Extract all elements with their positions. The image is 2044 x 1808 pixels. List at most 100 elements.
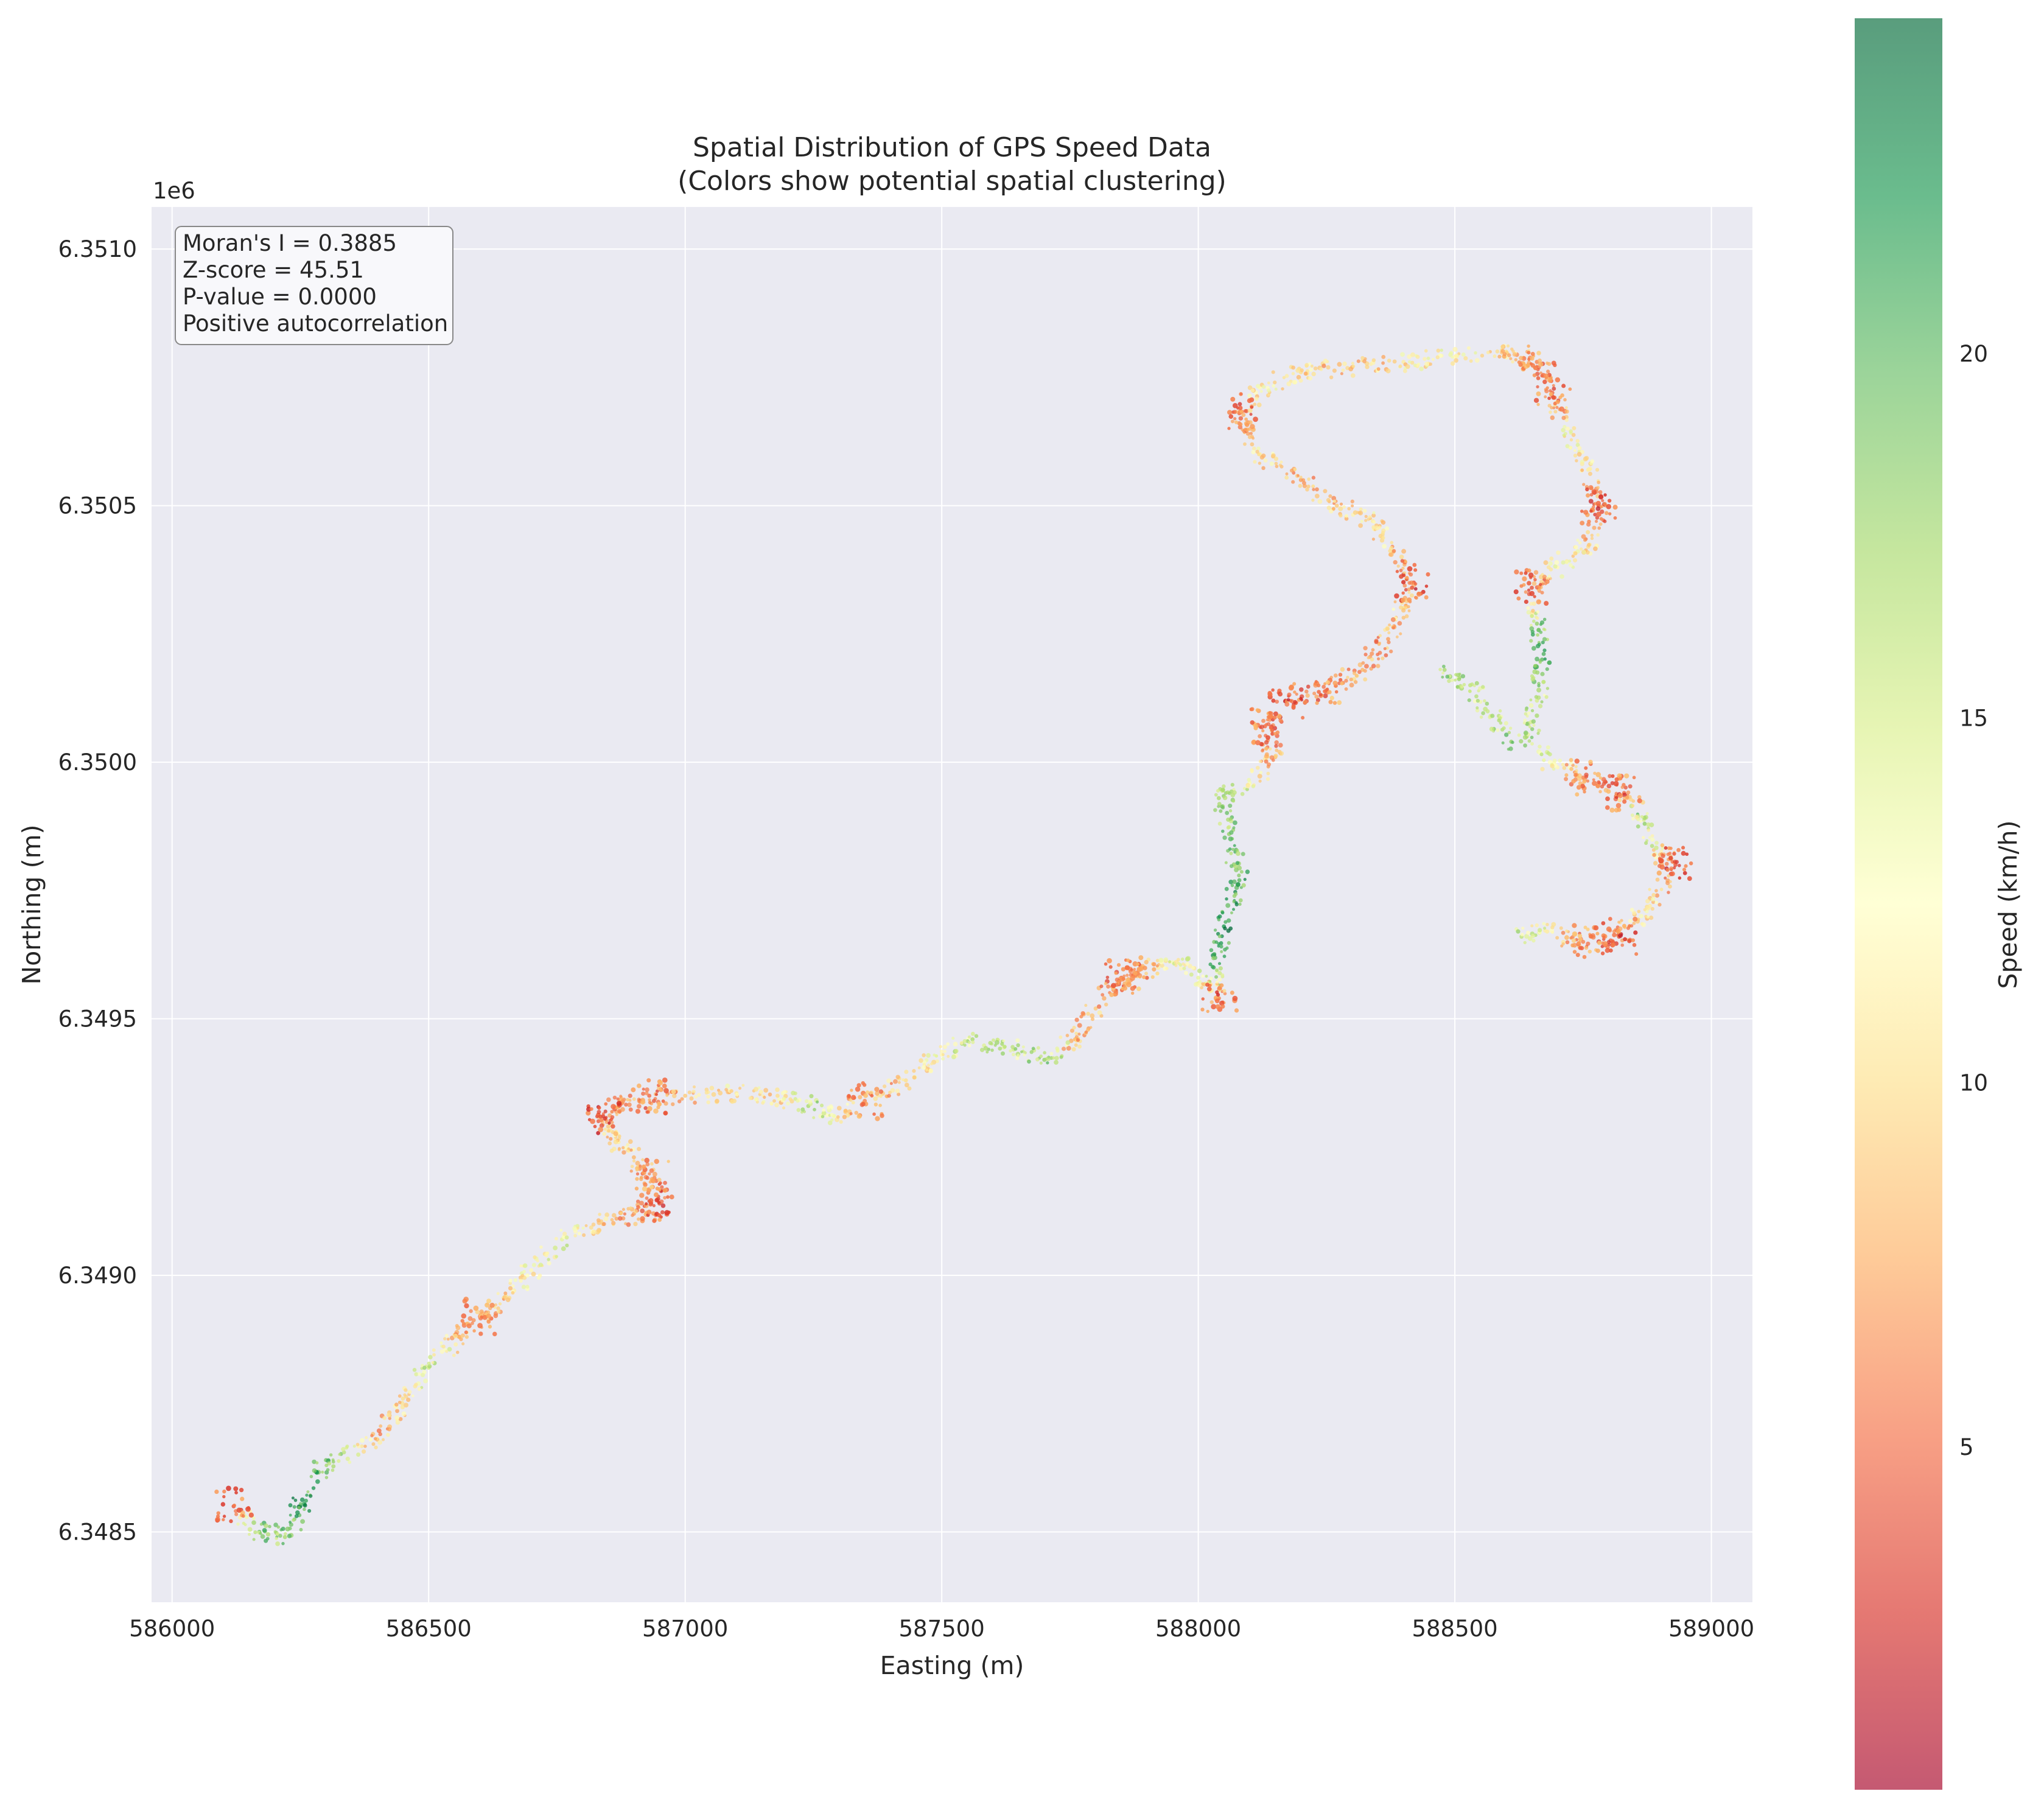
gps-point [1537,928,1542,933]
gps-point [825,1113,830,1118]
gps-point [606,1135,609,1139]
gps-point [598,1114,603,1119]
gps-point [1500,345,1505,349]
gps-point [1526,930,1530,935]
gps-point [599,1118,604,1123]
gps-point [1219,983,1224,987]
gps-point [1233,820,1237,825]
gps-point [655,1093,658,1096]
gps-point [1519,584,1524,588]
gps-point [1407,587,1411,592]
gps-point [1395,570,1399,573]
gps-point [1588,485,1594,490]
gps-point [813,1107,816,1112]
gps-point [660,1210,665,1214]
gps-point [584,1224,588,1227]
gps-point [1359,507,1363,511]
gps-point [636,1205,640,1209]
gps-point [444,1334,449,1338]
gps-point [1528,703,1534,708]
gps-point [1537,642,1541,646]
gps-point [598,1127,604,1132]
gps-point [1206,986,1212,992]
gps-point [1084,1030,1088,1034]
gps-point [464,1303,469,1309]
gps-point [1480,354,1485,358]
gps-point [1651,897,1656,902]
stats-p-value: P-value = 0.0000 [183,284,377,310]
gps-point [657,1102,662,1107]
gps-point [1524,590,1528,594]
gps-point [1332,701,1337,705]
gps-point [1267,692,1273,697]
gps-point [1364,514,1368,519]
gps-point [1267,762,1272,767]
gps-point [998,1046,1003,1051]
gps-point [804,1099,809,1104]
gps-point [1647,828,1651,832]
gps-point [259,1532,262,1535]
gps-point [1567,559,1572,563]
gps-point [1228,847,1232,851]
gps-point [1274,740,1279,745]
gps-point [1225,810,1230,815]
gps-point [1235,851,1241,857]
gps-point [1228,817,1233,821]
gps-point [619,1095,623,1098]
gps-point [1346,667,1351,671]
gps-point [1668,855,1673,861]
gps-point [1124,965,1130,970]
gps-point [1543,560,1549,566]
gps-point [1074,1017,1079,1022]
gps-point [1311,371,1316,377]
gps-point [1538,704,1543,709]
gps-point [226,1485,231,1491]
gps-point [628,1107,633,1112]
gps-point [647,1105,653,1112]
gps-point [378,1432,382,1437]
gps-point [577,1232,581,1236]
gps-point [1263,458,1268,463]
gps-point [1329,375,1334,380]
gps-point [573,1234,577,1238]
gps-point [1338,506,1343,511]
gps-point [1542,758,1546,762]
gps-point [1027,1059,1031,1064]
gps-point [485,1302,490,1308]
gps-point [1575,443,1580,447]
gps-point [1002,1039,1006,1043]
gps-point [1545,579,1550,584]
gps-point [800,1107,805,1112]
gps-point [356,1452,361,1457]
gps-point [1010,1045,1015,1049]
gps-point [294,1514,299,1518]
gps-point [1276,713,1282,719]
gps-point [1552,387,1556,391]
gps-point [1353,680,1358,684]
gps-point [1579,547,1583,551]
gps-point [1250,442,1255,447]
gps-point [305,1493,309,1497]
gps-point [1667,891,1670,894]
gps-point [1400,352,1405,357]
gps-point [1243,877,1247,881]
gps-point [645,1162,650,1166]
gps-point [648,1198,654,1204]
gps-point [1413,587,1418,591]
gps-point [667,1160,670,1163]
gps-point [661,1099,665,1103]
gps-point [1532,373,1537,377]
gps-point [1245,422,1250,427]
gps-point [1646,915,1650,919]
gps-point [1545,576,1550,581]
gps-point [1561,384,1566,388]
gps-point [1500,349,1505,354]
gps-point [939,1045,942,1049]
gps-point [1370,657,1374,662]
gps-point [652,1218,657,1224]
gps-point [1604,511,1609,516]
gps-point [1573,545,1578,550]
gps-point [1618,933,1623,938]
gps-point [386,1413,391,1418]
gps-point [1631,938,1636,942]
